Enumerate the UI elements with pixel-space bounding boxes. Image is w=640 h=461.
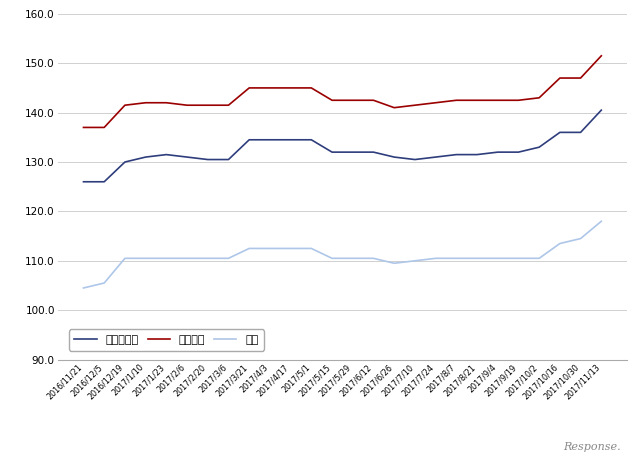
レギュラー [163,152,170,157]
レギュラー [225,157,232,162]
軽油 [370,255,378,261]
軽油 [432,255,440,261]
軽油 [494,255,502,261]
Text: Response.: Response. [563,442,621,452]
レギュラー [287,137,294,142]
ハイオク [515,98,522,103]
ハイオク [245,85,253,91]
レギュラー [79,179,87,184]
Legend: レギュラー, ハイオク, 軽油: レギュラー, ハイオク, 軽油 [69,329,264,350]
軽油 [183,255,191,261]
軽油 [556,241,564,246]
軽油 [79,285,87,291]
ハイオク [370,98,378,103]
レギュラー [432,154,440,160]
Line: レギュラー: レギュラー [83,110,602,182]
ハイオク [535,95,543,100]
ハイオク [598,53,605,59]
ハイオク [204,102,212,108]
軽油 [245,246,253,251]
ハイオク [225,102,232,108]
レギュラー [411,157,419,162]
ハイオク [411,102,419,108]
ハイオク [452,98,460,103]
ハイオク [266,85,274,91]
軽油 [411,258,419,264]
ハイオク [556,75,564,81]
ハイオク [287,85,294,91]
ハイオク [100,124,108,130]
レギュラー [183,154,191,160]
レギュラー [577,130,584,135]
レギュラー [370,149,378,155]
ハイオク [183,102,191,108]
軽油 [349,255,356,261]
レギュラー [328,149,336,155]
軽油 [225,255,232,261]
ハイオク [307,85,315,91]
軽油 [535,255,543,261]
レギュラー [121,159,129,165]
軽油 [100,280,108,286]
レギュラー [556,130,564,135]
軽油 [307,246,315,251]
レギュラー [245,137,253,142]
レギュラー [452,152,460,157]
軽油 [163,255,170,261]
軽油 [142,255,150,261]
レギュラー [266,137,274,142]
ハイオク [163,100,170,106]
軽油 [287,246,294,251]
レギュラー [515,149,522,155]
ハイオク [328,98,336,103]
ハイオク [79,124,87,130]
レギュラー [142,154,150,160]
レギュラー [307,137,315,142]
軽油 [577,236,584,242]
ハイオク [494,98,502,103]
レギュラー [204,157,212,162]
軽油 [204,255,212,261]
軽油 [598,219,605,224]
レギュラー [494,149,502,155]
Line: ハイオク: ハイオク [83,56,602,127]
レギュラー [100,179,108,184]
軽油 [515,255,522,261]
レギュラー [390,154,398,160]
ハイオク [349,98,356,103]
軽油 [266,246,274,251]
Line: 軽油: 軽油 [83,221,602,288]
ハイオク [473,98,481,103]
レギュラー [598,107,605,113]
レギュラー [535,144,543,150]
軽油 [473,255,481,261]
軽油 [121,255,129,261]
ハイオク [577,75,584,81]
軽油 [390,260,398,266]
レギュラー [349,149,356,155]
ハイオク [432,100,440,106]
ハイオク [142,100,150,106]
軽油 [452,255,460,261]
レギュラー [473,152,481,157]
軽油 [328,255,336,261]
ハイオク [121,102,129,108]
ハイオク [390,105,398,111]
